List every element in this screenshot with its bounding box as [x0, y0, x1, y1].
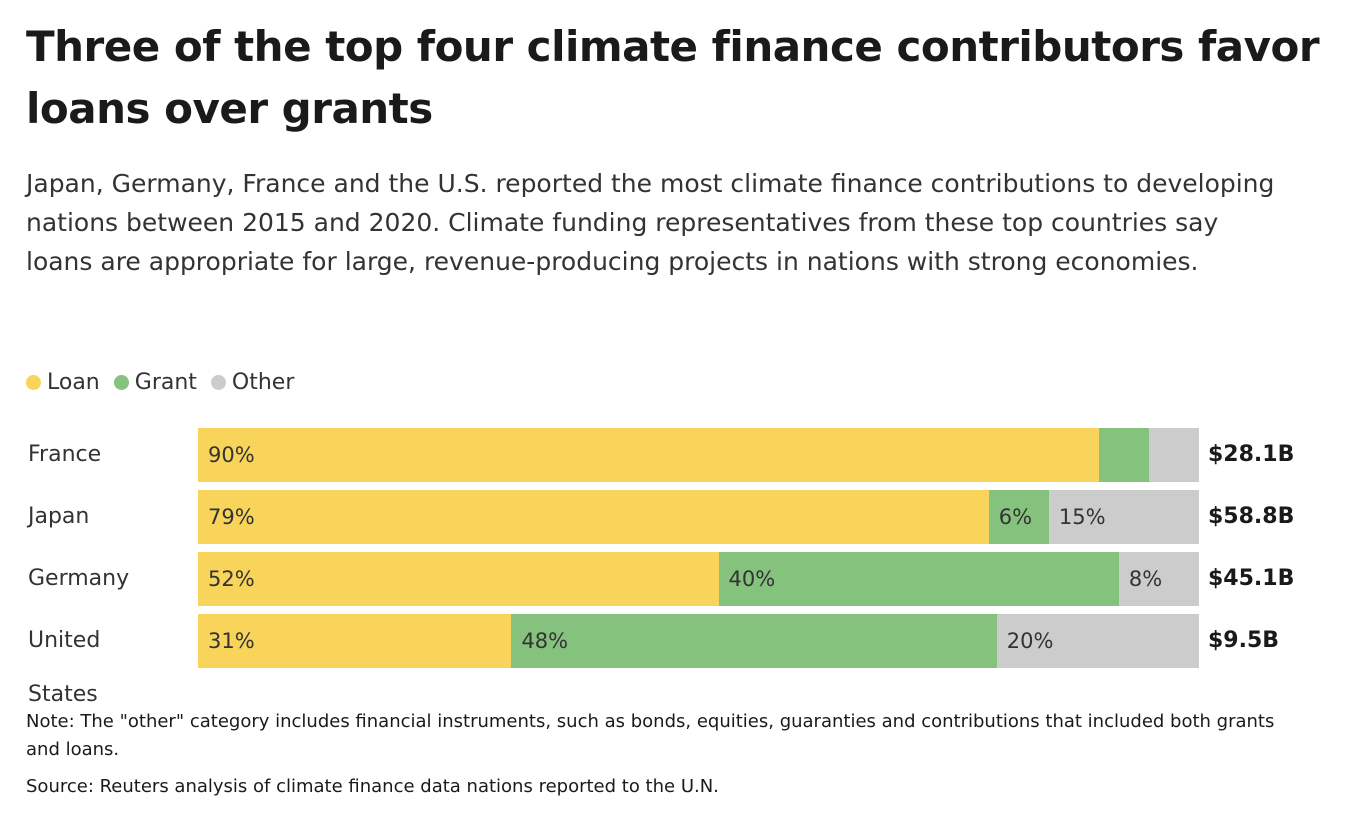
bar-segment-loan: 52% — [198, 552, 719, 606]
data-label: 40% — [728, 567, 776, 591]
category-label: United States — [28, 628, 101, 707]
legend-item-grant: Grant — [113, 370, 197, 395]
bar-segment-other: 8% — [1118, 552, 1199, 606]
chart-subtitle: Japan, Germany, France and the U.S. repo… — [26, 169, 1275, 276]
total-label: $28.1B — [1208, 442, 1295, 467]
category-label: Germany — [28, 566, 130, 591]
data-label: 6% — [998, 505, 1033, 529]
legend-swatch — [210, 375, 226, 390]
chart-note: Note: The "other" category includes fina… — [26, 711, 1275, 760]
data-label: 15% — [1058, 505, 1106, 529]
data-label: 79% — [208, 505, 255, 529]
data-label: 8% — [1128, 567, 1163, 591]
total-label: $45.1B — [1208, 566, 1295, 591]
data-label: 20% — [1006, 629, 1054, 653]
category-label: France — [28, 442, 102, 467]
legend-item-loan: Loan — [26, 370, 100, 395]
legend-label: Grant — [134, 370, 197, 395]
legend: Loan Grant Other — [26, 370, 294, 395]
bar-segment-loan: 31% — [198, 614, 512, 668]
legend-label: Other — [231, 370, 295, 395]
bar-segment-other — [1148, 428, 1199, 482]
bar-segment-other: 20% — [996, 614, 1199, 668]
category-label: Japan — [28, 504, 90, 529]
bar-segment-grant: 48% — [511, 614, 997, 668]
data-label: 48% — [521, 629, 569, 653]
legend-label: Loan — [47, 370, 100, 395]
data-label: 31% — [208, 629, 255, 653]
bar-segment-loan: 90% — [198, 428, 1099, 482]
bar-segment-other: 15% — [1048, 490, 1199, 544]
data-label: 90% — [208, 443, 255, 467]
total-label: $9.5B — [1208, 628, 1280, 653]
legend-swatch — [26, 375, 41, 390]
bar-segment-grant — [1098, 428, 1149, 482]
legend-item-other: Other — [210, 370, 295, 395]
bar-segment-grant: 6% — [988, 490, 1049, 544]
legend-swatch — [113, 375, 129, 390]
chart-source: Source: Reuters analysis of climate fina… — [26, 776, 719, 797]
bar-segment-loan: 79% — [198, 490, 989, 544]
chart-title: Three of the top four climate finance co… — [26, 22, 1320, 133]
data-label: 52% — [208, 567, 255, 591]
total-label: $58.8B — [1208, 504, 1295, 529]
bar-segment-grant: 40% — [718, 552, 1119, 606]
